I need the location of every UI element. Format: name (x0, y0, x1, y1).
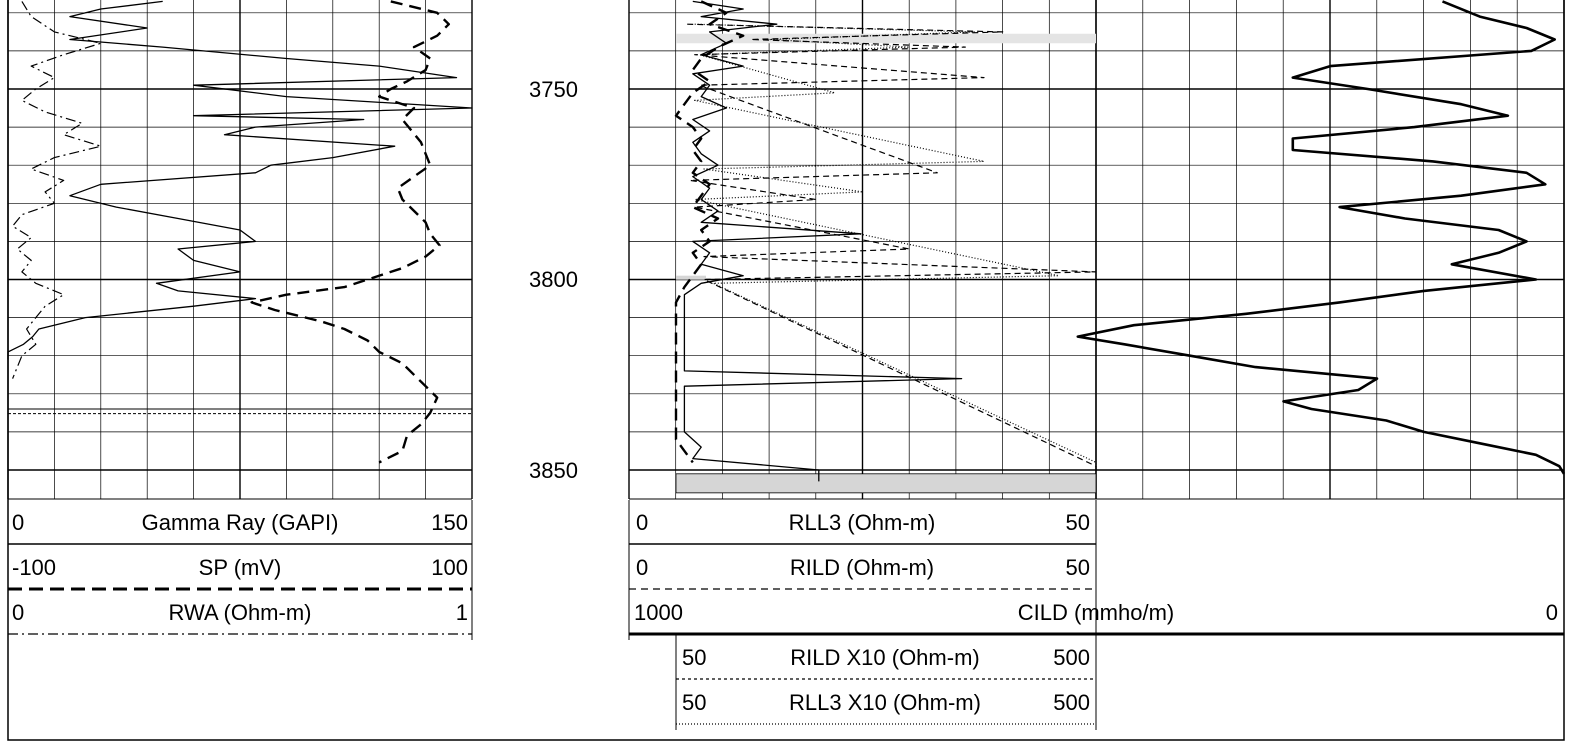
sp-curve (250, 0, 450, 464)
cild-max-label: 0 (1546, 600, 1558, 625)
rll3-max-label: 50 (1066, 510, 1090, 535)
track-3-grid (1095, 0, 1565, 500)
rild-x10-max-label: 500 (1053, 645, 1090, 670)
gamma-ray-curve (7, 0, 473, 360)
rwa-min-label: 0 (12, 600, 24, 625)
depth-tick-label: 3750 (529, 77, 578, 102)
cild-curve (1076, 0, 1566, 475)
sp-min-label: -100 (12, 555, 56, 580)
rll3-curve-label: RLL3 (Ohm-m) (789, 510, 936, 535)
depth-axis: 3750 3800 3850 (529, 77, 578, 483)
log-curves (7, 0, 1566, 482)
cild-min-label: 1000 (634, 600, 683, 625)
rll3-x10-max-label: 500 (1053, 690, 1090, 715)
rll3-x10-curve-label: RLL3 X10 (Ohm-m) (789, 690, 981, 715)
track-2-grid (628, 0, 1097, 500)
rild-x10-curve-label: RILD X10 (Ohm-m) (790, 645, 979, 670)
rild-x10-curve (687, 23, 1097, 474)
rll3-min-label: 0 (636, 510, 648, 535)
shaded-interval-top (676, 33, 1096, 44)
curve-legend: 0 Gamma Ray (GAPI) 150 -100 SP (mV) 100 … (8, 500, 1564, 730)
rwa-max-label: 1 (456, 600, 468, 625)
shaded-interval-bottom (675, 473, 1097, 494)
sp-curve-label: SP (mV) (199, 555, 282, 580)
rild-curve (674, 0, 745, 464)
outer-frame (7, 0, 1565, 741)
shaded-interval (675, 33, 1097, 494)
gr-max-label: 150 (431, 510, 468, 535)
depth-tick-label: 3800 (529, 267, 578, 292)
gr-min-label: 0 (12, 510, 24, 535)
shaded-interval-mid (676, 275, 706, 280)
rild-x10-min-label: 50 (682, 645, 706, 670)
rild-max-label: 50 (1066, 555, 1090, 580)
gr-curve-label: Gamma Ray (GAPI) (142, 510, 339, 535)
rll3-x10-curve (694, 23, 1097, 470)
rild-min-label: 0 (636, 555, 648, 580)
track-1-grid (7, 0, 473, 500)
rwa-curve (12, 1, 102, 379)
depth-tick-label: 3850 (529, 458, 578, 483)
sp-max-label: 100 (431, 555, 468, 580)
rll3-x10-min-label: 50 (682, 690, 706, 715)
rll3-curve (683, 0, 963, 482)
rild-curve-label: RILD (Ohm-m) (790, 555, 934, 580)
rwa-curve-label: RWA (Ohm-m) (169, 600, 312, 625)
